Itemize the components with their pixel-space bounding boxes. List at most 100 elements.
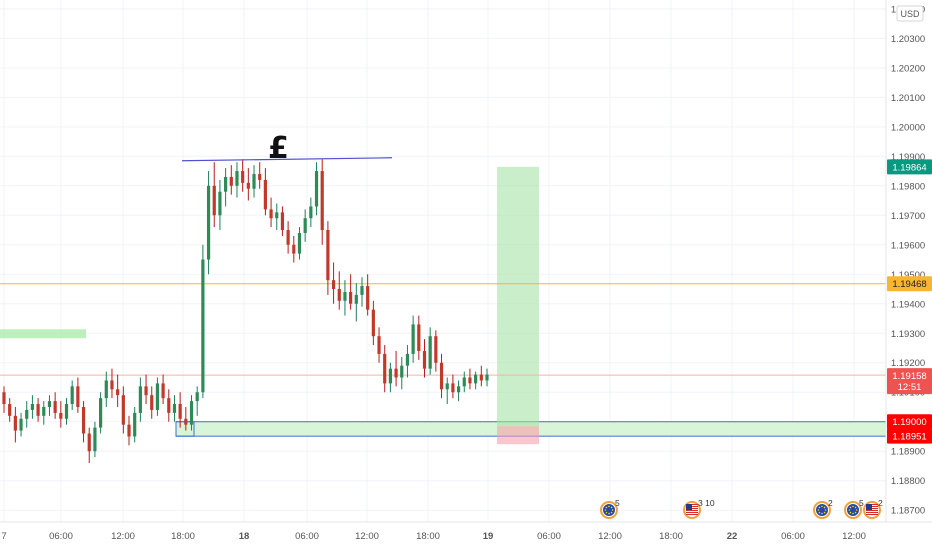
candle [258, 162, 262, 189]
zones-layer [0, 166, 887, 445]
candle [377, 327, 381, 363]
candle [462, 371, 466, 393]
price-tick-label: 1.19500 [891, 270, 925, 281]
candle [349, 274, 353, 310]
price-tick-label: 1.20100 [891, 93, 925, 104]
eu-event-icon[interactable]: 5 [600, 498, 620, 519]
economic-events[interactable]: 5 3 10 2 5 2 [600, 498, 883, 519]
price-tick-label: 1.20300 [891, 34, 925, 45]
candle [417, 315, 421, 360]
candle [474, 371, 478, 390]
left-zone[interactable] [0, 329, 86, 339]
eu-event-icon[interactable]: 5 [844, 498, 864, 519]
candle [434, 330, 438, 372]
candle [303, 209, 307, 242]
price-tick-label: 1.19900 [891, 152, 925, 163]
candle [320, 159, 324, 245]
position-target-zone[interactable] [497, 166, 539, 427]
time-tick-label: 22 [727, 531, 738, 542]
candle [127, 415, 131, 446]
price-tick-label: 1.18700 [891, 506, 925, 517]
price-tick-label: 1.19200 [891, 358, 925, 369]
candle [411, 315, 415, 363]
price-tag-label: 1.18951 [892, 432, 926, 443]
time-tick-label: 18:00 [416, 531, 440, 542]
candle [13, 406, 17, 443]
time-tick-label: 7 [1, 531, 6, 542]
candle [263, 168, 267, 216]
candle [400, 356, 404, 390]
candle [343, 280, 347, 316]
candle [8, 398, 12, 422]
candle [161, 374, 165, 405]
price-tag-label: 1.19864 [892, 162, 926, 173]
candle [292, 235, 296, 263]
candle [172, 395, 177, 422]
candles-layer [2, 159, 489, 464]
candle [36, 398, 40, 422]
candle [133, 406, 137, 443]
candle [422, 339, 427, 378]
candle [314, 162, 319, 216]
price-tick-label: 1.19600 [891, 240, 925, 251]
candle [53, 392, 57, 419]
time-axis[interactable]: 7 06:00 12:00 18:00 18 06:00 12:00 18:00 19 06:00… [1, 531, 866, 542]
price-tag: 1.19000 [887, 414, 932, 430]
currency-button[interactable]: USD [896, 5, 924, 22]
candle [331, 262, 336, 304]
candle [104, 371, 108, 407]
us-event-icon[interactable]: 3 10 [683, 498, 715, 519]
candle [184, 406, 188, 431]
time-tick-label: 12:00 [111, 531, 135, 542]
candle [30, 395, 35, 419]
trend-line[interactable] [181, 157, 393, 162]
position-stop-zone[interactable] [497, 426, 539, 445]
candle [42, 401, 46, 425]
candle [25, 401, 29, 428]
candle [167, 389, 171, 422]
price-tick-label: 1.19400 [891, 299, 925, 310]
candle [189, 395, 194, 431]
eu-event-icon[interactable]: 2 [813, 498, 833, 519]
candle [59, 401, 63, 428]
time-tick-label: 06:00 [537, 531, 561, 542]
time-tick-label: 18:00 [659, 531, 683, 542]
price-tag-countdown: 12:51 [898, 382, 922, 393]
price-tick-label: 1.18800 [891, 476, 925, 487]
candle [144, 374, 148, 405]
candle [326, 221, 330, 295]
candle [394, 350, 398, 387]
candle [252, 165, 256, 198]
time-tick-label: 18 [239, 531, 250, 542]
candle [337, 271, 341, 310]
price-tick-label: 1.19800 [891, 181, 925, 192]
candle [155, 377, 160, 416]
candle [235, 162, 239, 198]
us-event-icon[interactable]: 2 [863, 498, 883, 519]
candle [47, 395, 52, 416]
candle [218, 179, 222, 231]
time-tick-label: 12:00 [598, 531, 622, 542]
time-tick-label: 19 [483, 531, 494, 542]
candle [479, 365, 483, 387]
price-tag-label: 1.19158 [892, 371, 926, 382]
candle [451, 374, 455, 399]
time-tick-label: 12:00 [355, 531, 379, 542]
candle [201, 244, 205, 399]
candle [445, 377, 449, 405]
pound-annotation[interactable]: £ [268, 131, 289, 166]
candle [309, 197, 313, 228]
event-count-label: 5 [615, 498, 620, 508]
candle [388, 362, 392, 393]
price-tag-label: 1.19468 [892, 279, 926, 290]
candle [212, 162, 216, 228]
candle [229, 165, 233, 195]
candle [366, 274, 370, 316]
candle [383, 345, 387, 393]
candle [110, 368, 114, 399]
price-tick-label: 1.18900 [891, 447, 925, 458]
price-tag-label: 1.19000 [892, 417, 926, 428]
